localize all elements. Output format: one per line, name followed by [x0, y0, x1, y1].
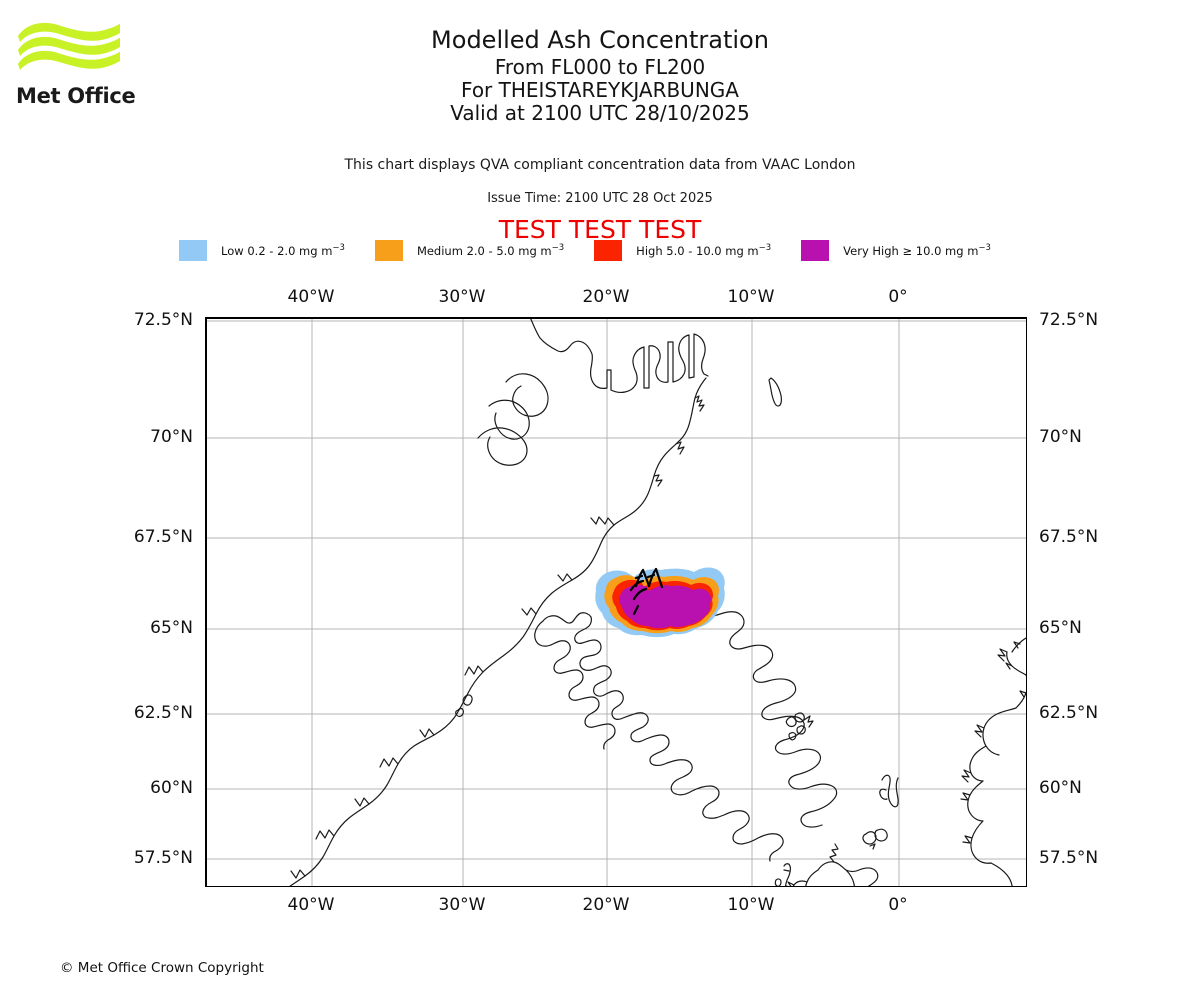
issue-time: Issue Time: 2100 UTC 28 Oct 2025 [487, 191, 713, 206]
legend-swatch-medium [374, 239, 403, 261]
test-banner: TEST TEST TEST [498, 215, 702, 244]
coastline-jan-mayen [768, 377, 782, 407]
lat-label-right-62-5n: 62.5°N [1039, 703, 1099, 723]
plume-very-high-contour [619, 584, 712, 629]
coastline-scotland [785, 843, 879, 886]
title-flight-levels: From FL000 to FL200 [494, 55, 706, 79]
lon-label-top-0: 0° [888, 287, 908, 307]
lon-label-bottom-10w: 10°W [727, 895, 775, 915]
lat-label-right-72-5n: 72.5°N [1039, 310, 1099, 330]
legend-label-high: High 5.0 - 10.0 mg m−3 [636, 242, 772, 258]
legend-swatch-very-high [801, 239, 830, 261]
lon-label-bottom-20w: 20°W [582, 895, 630, 915]
lat-label-left-72-5n: 72.5°N [133, 310, 193, 330]
legend-item-high: High 5.0 - 10.0 mg m−3 [594, 238, 801, 262]
title-volcano: For THEISTAREYKJARBUNGA [461, 78, 739, 102]
lat-label-left-65n: 65°N [150, 618, 193, 638]
qva-note: This chart displays QVA compliant concen… [344, 157, 856, 173]
legend-label-low: Low 0.2 - 2.0 mg m−3 [221, 242, 345, 258]
legend-label-very-high: Very High ≥ 10.0 mg m−3 [843, 242, 991, 258]
title-valid-time: Valid at 2100 UTC 28/10/2025 [450, 101, 750, 125]
coastline-greenland-jagged-detail [290, 395, 705, 879]
lon-label-top-10w: 10°W [727, 287, 775, 307]
coastline-greenland-ne-fjords [477, 373, 549, 466]
coastline-hebrides [774, 863, 791, 886]
legend-item-low: Low 0.2 - 2.0 mg m−3 [179, 238, 375, 262]
lon-label-top-40w: 40°W [287, 287, 335, 307]
met-office-waves-icon [18, 22, 120, 70]
met-office-logo: Met Office [8, 18, 136, 123]
copyright-notice: © Met Office Crown Copyright [60, 960, 264, 976]
concentration-legend: Low 0.2 - 2.0 mg m−3 Medium 2.0 - 5.0 mg… [0, 238, 1200, 262]
coastline-norway-north [1011, 637, 1026, 653]
lat-label-left-67-5n: 67.5°N [133, 527, 193, 547]
lat-label-left-60n: 60°N [150, 778, 193, 798]
lat-label-left-57-5n: 57.5°N [133, 848, 193, 868]
map-frame[interactable] [205, 317, 1027, 887]
coastline-greenland-south [289, 377, 707, 886]
ash-plume [595, 567, 725, 638]
map-gridlines [206, 318, 1026, 886]
lat-label-left-70n: 70°N [150, 427, 193, 447]
map-canvas [206, 318, 1026, 886]
lon-label-bottom-30w: 30°W [438, 895, 486, 915]
lon-label-bottom-40w: 40°W [287, 895, 335, 915]
met-office-logo-text: Met Office [16, 84, 136, 108]
lat-label-right-60n: 60°N [1039, 778, 1082, 798]
legend-swatch-low [179, 239, 208, 261]
lat-label-left-62-5n: 62.5°N [133, 703, 193, 723]
legend-label-medium: Medium 2.0 - 5.0 mg m−3 [416, 242, 565, 258]
coastline-norway [960, 648, 1026, 886]
legend-swatch-high [594, 239, 623, 261]
coastlines [289, 318, 1026, 886]
coastline-faroe-islands [785, 712, 814, 741]
page-title: Modelled Ash Concentration [431, 26, 769, 54]
lon-label-top-20w: 20°W [582, 287, 630, 307]
coastline-greenland [529, 318, 709, 393]
lat-label-right-65n: 65°N [1039, 618, 1082, 638]
coastline-orkney [862, 828, 888, 850]
legend-item-medium: Medium 2.0 - 5.0 mg m−3 [374, 238, 594, 262]
map-container[interactable]: 40°W 30°W 20°W 10°W 0° 40°W 30°W 20°W 10… [134, 287, 1098, 915]
lon-label-bottom-0: 0° [888, 895, 908, 915]
volcano-source-marker [629, 567, 664, 616]
lon-label-top-30w: 30°W [438, 287, 486, 307]
lat-label-right-67-5n: 67.5°N [1039, 527, 1099, 547]
legend-item-very-high: Very High ≥ 10.0 mg m−3 [801, 238, 1021, 262]
coastline-shetland [879, 774, 899, 808]
lat-label-right-57-5n: 57.5°N [1039, 848, 1099, 868]
coastline-greenland-islets [455, 694, 473, 717]
coastline-iceland [534, 612, 784, 862]
chart-title-block: Modelled Ash Concentration From FL000 to… [0, 28, 1200, 126]
map-inner-border [206, 318, 1026, 886]
lat-label-right-70n: 70°N [1039, 427, 1082, 447]
